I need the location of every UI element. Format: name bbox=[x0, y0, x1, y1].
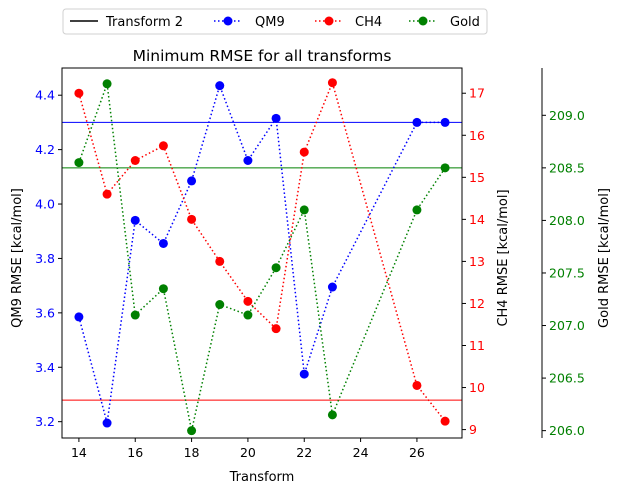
ch4-tick-label: 14 bbox=[469, 212, 485, 227]
x-tick-label: 18 bbox=[184, 445, 200, 460]
gold-tick-label: 206.5 bbox=[549, 371, 585, 386]
data-point-qm9 bbox=[187, 176, 197, 186]
x-tick-label: 16 bbox=[127, 445, 143, 460]
x-tick-label: 24 bbox=[353, 445, 369, 460]
data-point-ch4 bbox=[243, 296, 253, 306]
qm9-tick-label: 4.2 bbox=[35, 142, 55, 157]
data-point-ch4 bbox=[412, 380, 422, 390]
series-layer bbox=[74, 78, 450, 436]
data-point-gold bbox=[158, 284, 168, 294]
legend-entry-ch4: CH4 bbox=[315, 15, 382, 30]
reference-lines bbox=[62, 121, 462, 401]
data-point-ch4 bbox=[440, 416, 450, 426]
gold-axis-label: Gold RMSE [kcal/mol] bbox=[597, 188, 612, 328]
ch4-tick-label: 17 bbox=[469, 86, 485, 101]
data-point-gold bbox=[243, 310, 253, 320]
series-line-ch4 bbox=[78, 80, 446, 422]
ch4-tick-label: 11 bbox=[469, 338, 485, 353]
data-point-gold bbox=[327, 410, 337, 420]
data-point-gold bbox=[215, 300, 225, 310]
x-tick-label: 22 bbox=[296, 445, 312, 460]
gold-axis-ticks: 206.0 206.5 207.0 207.5 208.0 208.5 209.0 bbox=[542, 108, 585, 438]
legend-marker-gold bbox=[418, 16, 428, 26]
legend-label-qm9: QM9 bbox=[255, 15, 285, 30]
ch4-tick-label: 10 bbox=[469, 380, 485, 395]
data-point-gold bbox=[299, 205, 309, 215]
data-point-ch4 bbox=[271, 324, 281, 334]
qm9-tick-label: 4.0 bbox=[35, 197, 55, 212]
legend-marker-ch4 bbox=[324, 16, 334, 26]
data-point-qm9 bbox=[440, 117, 450, 127]
data-point-ch4 bbox=[327, 78, 337, 88]
data-point-qm9 bbox=[215, 81, 225, 91]
ch4-tick-label: 12 bbox=[469, 296, 485, 311]
x-tick-label: 26 bbox=[409, 445, 425, 460]
gold-tick-label: 207.0 bbox=[549, 318, 585, 333]
legend: Transform 2 QM9 CH4 Gold bbox=[62, 8, 488, 35]
ch4-axis-label: CH4 RMSE [kcal/mol] bbox=[496, 189, 511, 326]
ch4-tick-label: 15 bbox=[469, 170, 485, 185]
legend-entry-qm9: QM9 bbox=[214, 15, 285, 30]
data-point-qm9 bbox=[243, 156, 253, 165]
gold-tick-label: 208.5 bbox=[549, 160, 585, 175]
x-tick-label: 20 bbox=[240, 445, 256, 460]
qm9-axis-ticks: 3.2 3.4 3.6 3.8 4.0 4.2 4.4 bbox=[35, 88, 62, 429]
x-tick-label: 14 bbox=[71, 445, 87, 460]
data-point-gold bbox=[102, 79, 112, 89]
qm9-tick-label: 3.8 bbox=[35, 251, 55, 266]
ch4-tick-label: 13 bbox=[469, 254, 485, 269]
data-point-gold bbox=[412, 205, 422, 215]
legend-entry-transform-2: Transform 2 bbox=[70, 15, 183, 30]
ch4-axis-ticks: 9 10 11 12 13 14 15 16 17 bbox=[462, 86, 485, 437]
gold-tick-label: 207.5 bbox=[549, 265, 585, 280]
data-point-ch4 bbox=[215, 256, 225, 266]
x-axis-ticks: 14 16 18 20 22 24 26 bbox=[71, 438, 425, 460]
data-point-qm9 bbox=[412, 117, 422, 127]
plot-frame bbox=[61, 67, 463, 439]
legend-label-gold: Gold bbox=[450, 15, 480, 30]
data-point-qm9 bbox=[102, 418, 112, 428]
gold-tick-label: 208.0 bbox=[549, 213, 585, 228]
data-point-ch4 bbox=[299, 147, 309, 157]
series-line-gold bbox=[78, 83, 446, 431]
data-point-qm9 bbox=[130, 215, 140, 225]
data-point-ch4 bbox=[130, 156, 140, 165]
data-point-gold bbox=[187, 426, 197, 436]
data-point-qm9 bbox=[271, 113, 281, 123]
legend-marker-qm9 bbox=[223, 16, 233, 26]
data-point-ch4 bbox=[74, 88, 84, 98]
legend-frame bbox=[62, 8, 488, 35]
data-point-ch4 bbox=[187, 214, 197, 224]
legend-entry-gold: Gold bbox=[409, 15, 480, 30]
data-point-qm9 bbox=[74, 312, 84, 322]
gold-tick-label: 206.0 bbox=[549, 423, 585, 438]
data-point-ch4 bbox=[102, 189, 112, 199]
data-point-ch4 bbox=[158, 141, 168, 151]
data-point-qm9 bbox=[327, 282, 337, 292]
data-point-qm9 bbox=[299, 369, 309, 379]
data-point-gold bbox=[74, 158, 84, 168]
ch4-tick-label: 9 bbox=[469, 422, 477, 437]
legend-label-ch4: CH4 bbox=[355, 15, 382, 30]
series-line-qm9 bbox=[78, 83, 446, 424]
qm9-axis-label: QM9 RMSE [kcal/mol] bbox=[10, 188, 25, 328]
data-point-gold bbox=[440, 163, 450, 173]
x-axis-label: Transform bbox=[229, 470, 295, 485]
data-point-qm9 bbox=[158, 238, 168, 248]
legend-label-transform-2: Transform 2 bbox=[105, 15, 183, 30]
qm9-tick-label: 3.2 bbox=[35, 414, 55, 429]
qm9-tick-label: 3.6 bbox=[35, 305, 55, 320]
data-point-gold bbox=[271, 263, 281, 273]
qm9-tick-label: 3.4 bbox=[35, 360, 55, 375]
ch4-tick-label: 16 bbox=[469, 128, 485, 143]
chart-title: Minimum RMSE for all transforms bbox=[133, 47, 392, 65]
qm9-tick-label: 4.4 bbox=[35, 88, 55, 103]
data-point-gold bbox=[130, 310, 140, 320]
gold-tick-label: 209.0 bbox=[549, 108, 585, 123]
